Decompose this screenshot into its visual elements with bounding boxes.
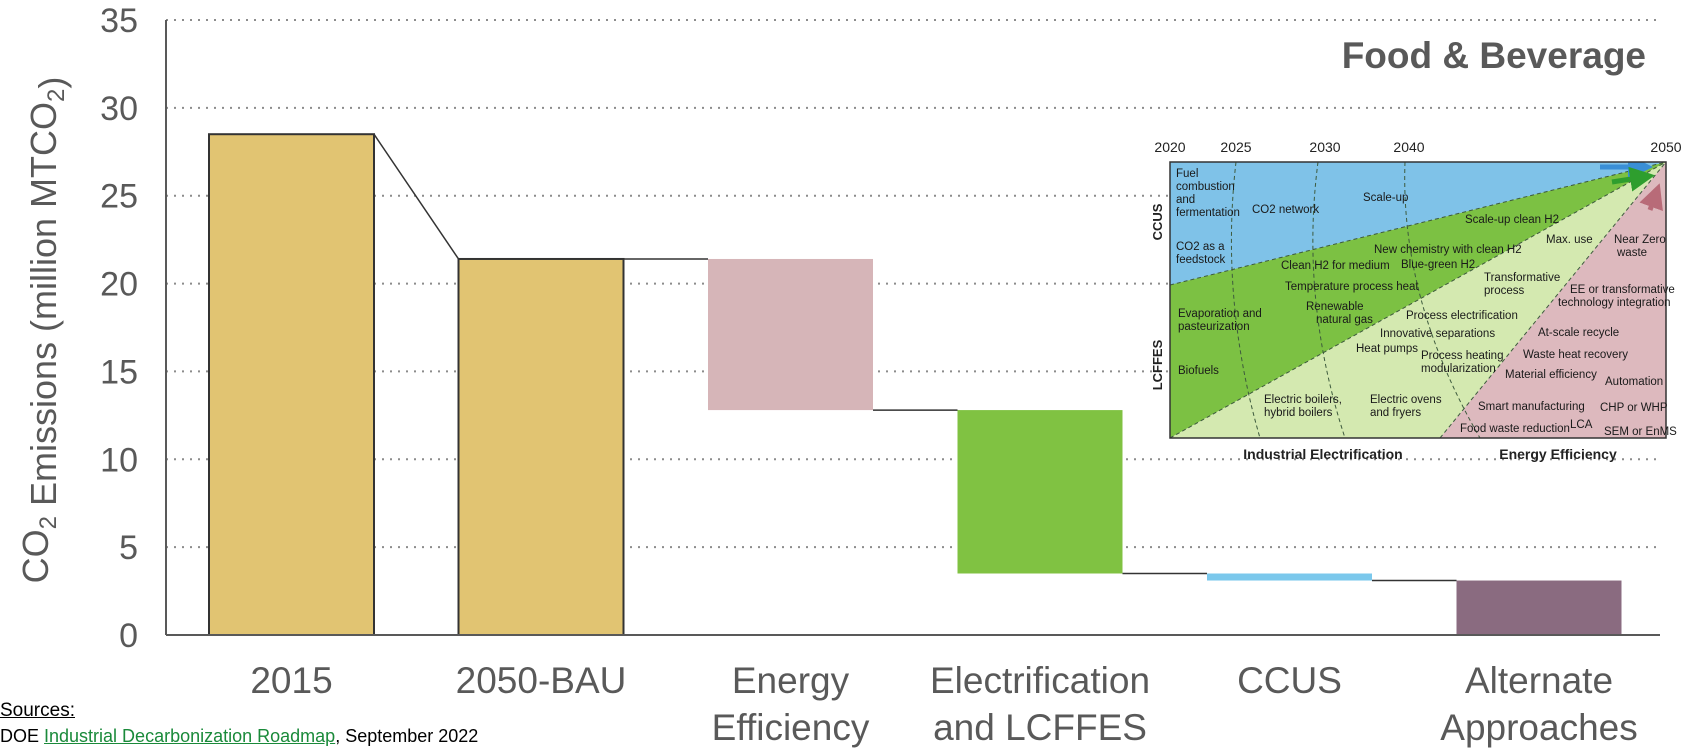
inset-item-label: natural gas (1316, 314, 1373, 326)
inset-item-label: SEM or EnMS (1604, 426, 1677, 438)
y-tick-label: 10 (100, 441, 138, 479)
y-tick-label: 20 (100, 266, 138, 304)
inset-item-label: At-scale recycle (1538, 327, 1619, 339)
inset-item-label: and fryers (1370, 407, 1421, 419)
inset-bottom-labels: Industrial Electrification Energy Efficie… (1243, 446, 1617, 462)
inset-item-label: Temperature process heat (1285, 281, 1419, 293)
inset-item-label: Innovative separations (1380, 328, 1495, 340)
sources-line: DOE Industrial Decarbonization Roadmap, … (0, 726, 478, 747)
inset-item-label: CO2 as a (1176, 241, 1225, 253)
y-tick-label: 30 (100, 90, 138, 128)
y-tick-label: 5 (119, 529, 138, 567)
inset-year-label: 2025 (1220, 139, 1251, 155)
bars (208, 133, 1622, 636)
inset-item-label: LCA (1570, 419, 1593, 431)
inset-year-label: 2040 (1393, 139, 1424, 155)
inset-item-label: Waste heat recovery (1523, 349, 1628, 361)
sources-prefix: DOE (0, 726, 45, 746)
x-tick-label: and LCFFES (933, 707, 1147, 748)
y-tick-labels: 0 5 10 15 20 25 30 35 (100, 2, 138, 655)
y-tick-label: 25 (100, 178, 138, 216)
inset-side-label: LCFFES (1150, 339, 1165, 390)
x-tick-label: Electrification (930, 660, 1150, 701)
inset-item-label: EE or transformative (1570, 284, 1675, 296)
inset-item-label: Scale-up clean H2 (1465, 214, 1559, 226)
sources-suffix: , September 2022 (335, 726, 479, 746)
inset-side-label: CCUS (1150, 203, 1165, 240)
x-tick-label: Efficiency (712, 707, 870, 748)
x-tick-label: Energy (732, 660, 850, 701)
inset-bottom-label: Energy Efficiency (1499, 446, 1617, 462)
inset-item-label: Food waste reduction (1460, 423, 1570, 435)
roadmap-inset: 2020 2025 2030 2040 2050 CCUS LCFFES Industri… (1150, 139, 1681, 462)
inset-item-label: pasteurization (1178, 321, 1250, 333)
inset-item-label: Fuel (1176, 168, 1198, 180)
bar (457, 257, 625, 636)
x-tick-label: 2050-BAU (456, 660, 627, 701)
sources-title: Sources: (0, 700, 75, 721)
bar (1207, 573, 1372, 581)
inset-bottom-label: Industrial Electrification (1243, 446, 1402, 462)
inset-item-label: Near Zero (1614, 234, 1666, 246)
inset-item-label: technology integration (1558, 297, 1671, 309)
bar (208, 133, 375, 636)
connector-lines (373, 133, 1457, 582)
bar (957, 410, 1123, 574)
inset-item-label: Transformative (1484, 272, 1560, 284)
inset-year-label: 2020 (1154, 139, 1185, 155)
x-tick-labels: 2015 2050-BAU Energy Efficiency Electrificat… (250, 660, 1637, 748)
inset-item-label: modularization (1421, 363, 1496, 375)
inset-item-label: Blue-green H2 (1401, 259, 1475, 271)
inset-item-label: feedstock (1176, 254, 1225, 266)
inset-side-labels: CCUS LCFFES (1150, 203, 1165, 390)
y-tick-label: 15 (100, 353, 138, 391)
inset-item-label: and (1176, 194, 1195, 206)
inset-item-label: New chemistry with clean H2 (1374, 244, 1522, 256)
inset-item-label: CO2 network (1252, 204, 1319, 216)
inset-year-label: 2030 (1309, 139, 1340, 155)
inset-item-label: Process heating (1421, 350, 1503, 362)
inset-year-labels: 2020 2025 2030 2040 2050 (1154, 139, 1681, 155)
inset-item-label: Smart manufacturing (1478, 401, 1585, 413)
inset-item-label: Electric boilers, (1264, 394, 1342, 406)
y-tick-label: 0 (119, 617, 138, 655)
inset-item-label: Process electrification (1406, 310, 1518, 322)
y-tick-label: 35 (100, 2, 138, 40)
x-tick-label: Approaches (1440, 707, 1637, 748)
axes (165, 20, 1660, 636)
inset-item-label: Electric ovens (1370, 394, 1442, 406)
x-tick-label: Alternate (1465, 660, 1613, 701)
inset-item-label: Clean H2 for medium (1281, 260, 1390, 272)
inset-item-label: hybrid boilers (1264, 407, 1333, 419)
bar (1456, 580, 1622, 635)
inset-item-label: combustion (1176, 181, 1235, 193)
inset-item-label: Evaporation and (1178, 308, 1262, 320)
inset-item-label: Renewable (1306, 301, 1364, 313)
y-axis-label: CO2 Emissions (million MTCO2) (15, 77, 72, 584)
x-tick-label: CCUS (1237, 660, 1342, 701)
x-tick-label: 2015 (250, 660, 332, 701)
inset-item-label: Biofuels (1178, 365, 1219, 377)
inset-item-label: Automation (1605, 376, 1663, 388)
inset-item-label: waste (1616, 247, 1647, 259)
connector-line (373, 133, 460, 260)
y-axis-label-text: CO2 Emissions (million MTCO2) (15, 77, 72, 584)
inset-item-label: Material efficiency (1505, 369, 1597, 381)
inset-item-label: CHP or WHP (1600, 402, 1668, 414)
inset-year-label: 2050 (1650, 139, 1681, 155)
roadmap-link[interactable]: Industrial Decarbonization Roadmap (44, 726, 336, 746)
bar (708, 258, 873, 411)
inset-item-label: fermentation (1176, 207, 1240, 219)
inset-item-label: process (1484, 285, 1525, 297)
inset-item-label: Heat pumps (1356, 343, 1418, 355)
inset-item-label: Max. use (1546, 234, 1593, 246)
chart-title: Food & Beverage (1342, 35, 1646, 76)
inset-item-label: Scale-up (1363, 192, 1408, 204)
